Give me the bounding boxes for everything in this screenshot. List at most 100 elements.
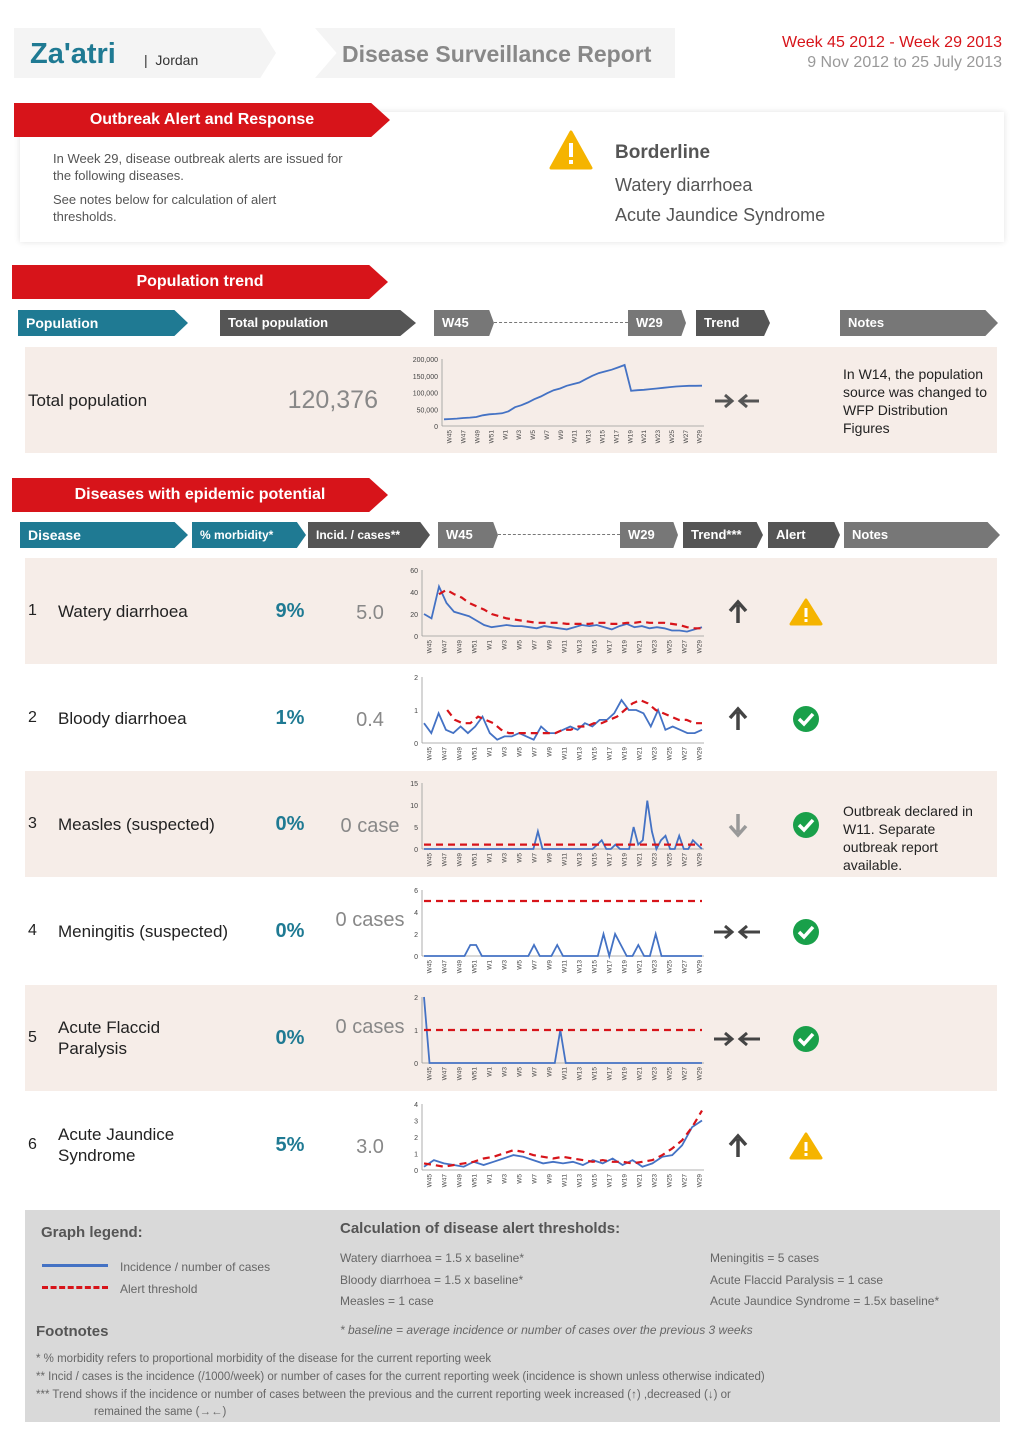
incidence-series-line — [423, 1119, 703, 1168]
disease-note: Outbreak declared in W11. Separate outbr… — [843, 803, 973, 874]
disease-name: Acute Jaundice Syndrome — [58, 1124, 175, 1165]
up-arrow-icon — [728, 706, 748, 730]
x-tick-label: W1 — [487, 1173, 494, 1183]
y-tick-label: 40 — [410, 590, 418, 597]
baseline-note: * baseline = average incidence or number… — [340, 1323, 753, 1337]
calc-item: Acute Flaccid Paralysis = 1 case — [710, 1273, 884, 1287]
x-tick-label: W19 — [622, 746, 629, 760]
warning-icon — [789, 1132, 823, 1159]
morbidity-value: 0% — [275, 920, 305, 943]
same-arrows-icon — [714, 924, 760, 940]
x-tick-label: W17 — [607, 853, 614, 867]
x-tick-label: W9 — [547, 960, 554, 970]
x-tick-label: W15 — [592, 853, 599, 867]
x-tick-label: W23 — [652, 1173, 659, 1187]
col-total-population: Total population — [220, 310, 416, 336]
footnotes-title: Footnotes — [36, 1323, 109, 1340]
x-tick-label: W25 — [667, 960, 674, 974]
y-tick-label: 2 — [414, 1135, 418, 1142]
separator: | — [144, 52, 148, 68]
threshold-series-line — [438, 588, 702, 630]
legend-threshold-label: Alert threshold — [120, 1282, 198, 1296]
y-tick-label: 4 — [414, 910, 418, 917]
same-arrows-icon — [714, 1031, 760, 1046]
y-tick-label: 15 — [410, 781, 418, 788]
x-tick-label: W51 — [472, 1066, 479, 1080]
incidence-value: 0 cases — [335, 909, 405, 932]
outbreak-section-title: Outbreak Alert and Response — [14, 103, 390, 137]
incidence-series-line — [424, 930, 702, 960]
col-trend: Trend — [696, 310, 770, 336]
x-tick-label: W15 — [592, 746, 599, 760]
x-tick-label: W3 — [502, 853, 509, 863]
morbidity-value: 0% — [275, 1026, 305, 1049]
x-tick-label: W13 — [577, 746, 584, 760]
disease-number: 2 — [28, 708, 37, 726]
footnote-2: ** Incid / cases is the incidence (/1000… — [36, 1371, 765, 1383]
incidence-value: 0 cases — [335, 1015, 405, 1038]
x-tick-label: W25 — [667, 746, 674, 760]
x-tick-label: W21 — [641, 430, 648, 444]
week-range-line — [498, 534, 620, 535]
x-tick-label: W23 — [652, 746, 659, 760]
x-tick-label: W29 — [697, 960, 704, 974]
disease-row — [25, 984, 997, 1091]
x-tick-label: W45 — [427, 746, 434, 760]
x-tick-label: W29 — [697, 1173, 704, 1187]
disease-name: Meningitis (suspected) — [58, 922, 229, 942]
x-tick-label: W1 — [502, 430, 509, 440]
x-tick-label: W49 — [457, 1173, 464, 1187]
col-trend: Trend*** — [683, 522, 763, 548]
x-tick-label: W47 — [461, 430, 468, 444]
x-tick-label: W5 — [530, 430, 537, 440]
y-tick-label: 2 — [414, 932, 418, 939]
check-icon — [793, 919, 819, 946]
disease-number: 6 — [28, 1135, 37, 1153]
threshold-series-line — [446, 698, 702, 734]
x-tick-label: W3 — [502, 746, 509, 756]
calc-title: Calculation of disease alert thresholds: — [340, 1220, 621, 1237]
week-range: Week 45 2012 - Week 29 2013 — [782, 34, 1002, 51]
footnote-4: remained the same (→←) — [94, 1406, 227, 1418]
x-tick-label: W51 — [488, 430, 495, 444]
y-tick-label: 150,000 — [413, 374, 438, 381]
x-tick-label: W49 — [474, 430, 481, 444]
calc-item: Meningitis = 5 cases — [710, 1251, 820, 1265]
x-tick-label: W3 — [502, 640, 509, 650]
x-tick-label: W23 — [652, 853, 659, 867]
incidence-series-line — [423, 698, 703, 741]
diseases-section-title: Diseases with epidemic potential — [12, 478, 388, 512]
y-tick-label: 20 — [410, 612, 418, 619]
footnote-1: * % morbidity refers to proportional mor… — [36, 1353, 492, 1365]
x-tick-label: W13 — [586, 430, 593, 444]
x-tick-label: W5 — [517, 640, 524, 650]
x-tick-label: W9 — [558, 430, 565, 440]
y-tick-label: 4 — [414, 1102, 418, 1109]
x-tick-label: W7 — [532, 640, 539, 650]
check-icon — [793, 812, 819, 839]
x-tick-label: W25 — [669, 430, 676, 444]
x-tick-label: W17 — [607, 640, 614, 654]
x-tick-label: W23 — [652, 1066, 659, 1080]
disease-row — [25, 771, 997, 878]
x-tick-label: W51 — [472, 640, 479, 654]
population-value: 120,376 — [287, 386, 378, 414]
calc-item: Measles = 1 case — [340, 1294, 434, 1308]
legend-incidence-line — [42, 1264, 108, 1267]
x-tick-label: W29 — [697, 1066, 704, 1080]
same-arrows-icon — [715, 393, 759, 409]
disease-number: 3 — [28, 815, 37, 833]
incidence-series-line — [423, 583, 703, 633]
population-chart: 200,000 150,000 100,000 50,000 0 W45 W47 W49 W51… — [413, 357, 704, 444]
col-notes: Notes — [844, 522, 1000, 548]
y-tick-label: 0 — [414, 954, 418, 961]
x-tick-label: W7 — [532, 1173, 539, 1183]
x-tick-label: W5 — [517, 1066, 524, 1076]
x-tick-label: W7 — [532, 960, 539, 970]
disease-row — [25, 558, 997, 664]
x-tick-label: W1 — [487, 746, 494, 756]
col-population: Population — [18, 310, 188, 336]
x-tick-label: W49 — [457, 746, 464, 760]
down-arrow-icon — [728, 814, 748, 839]
x-tick-label: W13 — [577, 960, 584, 974]
